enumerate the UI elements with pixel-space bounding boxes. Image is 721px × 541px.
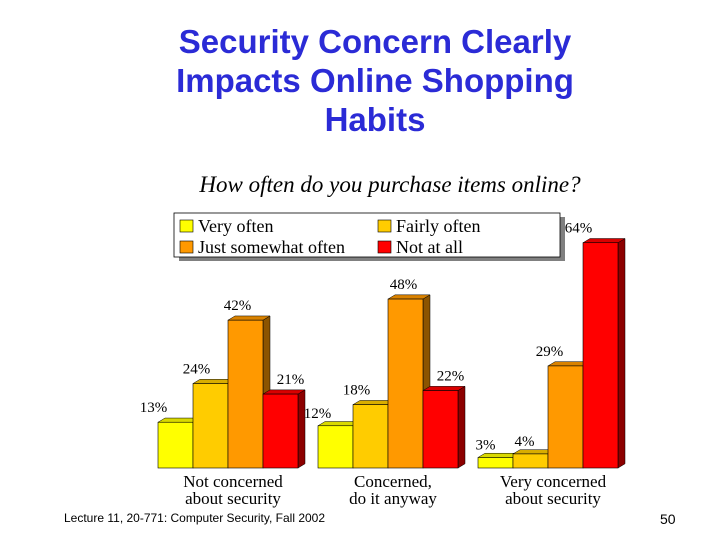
bar: [227, 319, 264, 469]
bar: [317, 425, 354, 469]
bar: [547, 365, 584, 469]
legend-label: Not at all: [396, 237, 463, 257]
bar-top: [262, 389, 306, 395]
title-line-1: Security Concern Clearly: [178, 23, 572, 60]
data-label: 21%: [277, 372, 305, 388]
legend-label: Very often: [198, 216, 273, 236]
legend-swatch: [179, 240, 194, 254]
chart-legend: Very often Fairly often Just somewhat ofte…: [173, 212, 565, 261]
data-label: 4%: [515, 434, 535, 450]
data-label: 22%: [437, 369, 465, 385]
title-line-3: Habits: [324, 101, 426, 138]
page-number: 50: [660, 511, 676, 527]
title-line-2: Impacts Online Shopping: [176, 62, 574, 99]
category-label: about security: [185, 489, 281, 508]
legend-swatch: [377, 219, 392, 233]
data-label: 42%: [224, 298, 252, 314]
bar-group: [157, 238, 626, 469]
bar: [477, 457, 514, 469]
data-label: 3%: [476, 437, 496, 453]
category-label: Very concerned: [500, 472, 607, 491]
legend-swatch: [179, 219, 194, 233]
bar-top: [422, 386, 466, 391]
legend-swatch: [377, 240, 392, 254]
data-label: 64%: [565, 221, 593, 237]
bar: [192, 383, 229, 469]
value-labels: 13% 12% 3% 24% 18% 4% 42% 48% 29% 21% 22% 64%: [140, 221, 593, 454]
bar-side: [617, 238, 626, 469]
legend-label: Just somewhat often: [198, 237, 345, 257]
legend-label: Fairly often: [396, 216, 480, 236]
bar-side: [457, 385, 466, 469]
data-label: 18%: [343, 383, 371, 399]
data-label: 24%: [183, 362, 211, 378]
bar: [262, 393, 299, 469]
data-label: 13%: [140, 400, 168, 416]
category-label: do it anyway: [349, 489, 437, 508]
legend-box: [173, 212, 561, 258]
bar: [422, 390, 459, 469]
bar: [582, 242, 619, 469]
bar-top: [227, 315, 271, 321]
chart-title: How often do you purchase items online?: [198, 172, 581, 197]
category-label: Not concerned: [183, 472, 283, 491]
category-label: Concerned,: [354, 472, 432, 491]
category-label: about security: [505, 489, 601, 508]
bar: [387, 298, 424, 469]
bar-side: [297, 389, 306, 469]
data-label: 12%: [304, 406, 332, 422]
data-label: 48%: [390, 277, 418, 293]
bar: [512, 453, 549, 469]
bar-top: [582, 238, 626, 243]
slide-footer: Lecture 11, 20-771: Computer Security, F…: [64, 511, 326, 525]
data-label: 29%: [536, 344, 564, 360]
slide-title: Security Concern Clearly Impacts Online …: [120, 22, 630, 139]
bar: [157, 421, 194, 469]
bar: [352, 404, 389, 469]
bar-top: [387, 294, 431, 300]
